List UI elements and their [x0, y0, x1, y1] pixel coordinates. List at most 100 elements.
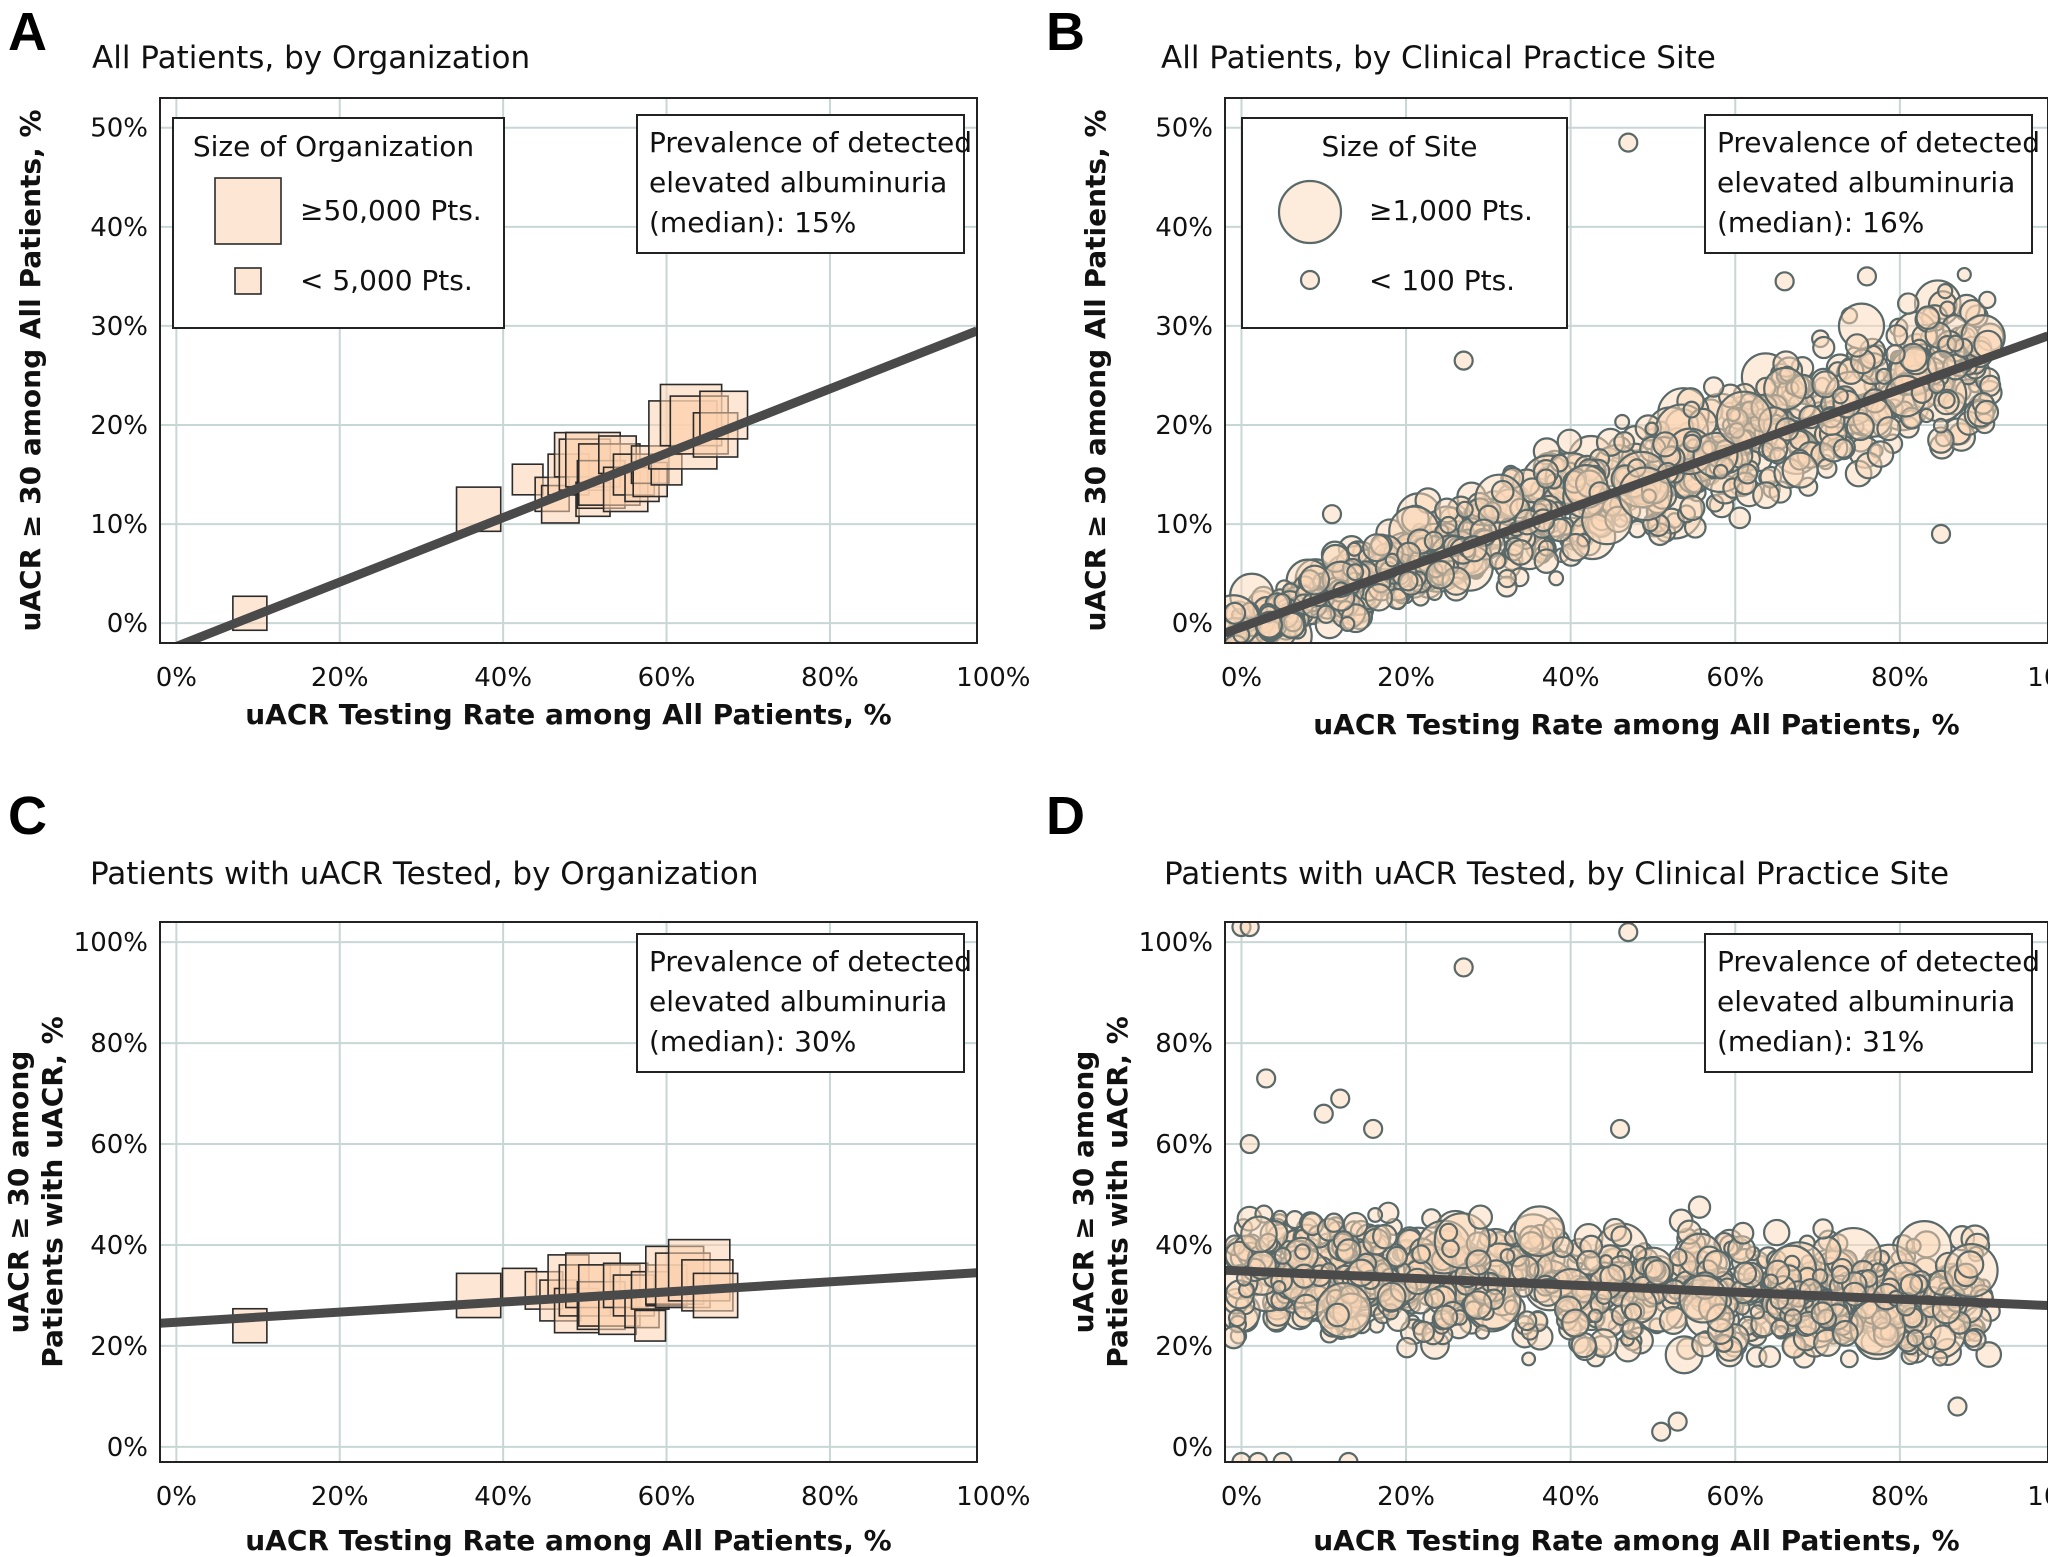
- data-point: [1866, 440, 1895, 468]
- data-point: [1921, 1335, 1937, 1351]
- data-point: [1844, 333, 1870, 358]
- x-tick-label: 20%: [1377, 1482, 1435, 1512]
- data-point: [1899, 1273, 1924, 1297]
- data-point: [1682, 400, 1701, 419]
- data-point: [1325, 1302, 1350, 1328]
- plot-frame: [1224, 97, 2048, 644]
- data-point: [1499, 1248, 1516, 1264]
- data-point: [1240, 1215, 1278, 1254]
- legend-entry: ≥50,000 Pts.: [300, 194, 482, 227]
- data-point: [1758, 1345, 1782, 1369]
- data-point: [1937, 283, 1954, 300]
- x-tick-label: 0%: [156, 1482, 197, 1512]
- data-point: [1556, 428, 1583, 455]
- y-tick-label: 40%: [1155, 213, 1213, 243]
- data-point: [1225, 1325, 1246, 1350]
- data-point: [1774, 271, 1795, 292]
- data-point: [1937, 390, 1956, 410]
- data-point: [1488, 552, 1507, 570]
- regression-line: [160, 1268, 977, 1328]
- y-tick-label: 0%: [1172, 1433, 1213, 1463]
- annotation-box: [1704, 933, 2033, 1073]
- data-point: [1763, 366, 1808, 411]
- annotation-line: Prevalence of detected: [1717, 126, 2040, 159]
- panel-c: C Patients with uACR Tested, by Organizat…: [2, 786, 1031, 1557]
- y-tick-label: 60%: [90, 1130, 148, 1160]
- data-point: [1548, 570, 1565, 587]
- data-point: [1316, 604, 1336, 624]
- annotation-line: (median): 15%: [649, 206, 856, 239]
- panel-title: All Patients, by Clinical Practice Site: [1161, 40, 1716, 76]
- annotation-box: [636, 114, 965, 254]
- plot-area: [172, 326, 977, 643]
- data-point: [1330, 1088, 1351, 1109]
- data-point: [692, 1272, 739, 1319]
- data-point: [1839, 1349, 1859, 1369]
- data-point: [1372, 1223, 1398, 1250]
- data-point: [1598, 1254, 1614, 1269]
- data-point: [1533, 548, 1560, 574]
- data-point: [1752, 481, 1780, 510]
- data-point: [1885, 324, 1909, 347]
- data-point: [1225, 601, 1247, 625]
- data-point: [1687, 1195, 1712, 1219]
- annotation-line: Prevalence of detected: [649, 126, 972, 159]
- data-point: [1362, 533, 1392, 563]
- x-axis-label: uACR Testing Rate among All Patients, %: [245, 1524, 892, 1557]
- annotation-line: elevated albuminuria: [1717, 166, 2015, 199]
- annotation-line: elevated albuminuria: [649, 166, 947, 199]
- x-tick-label: 20%: [1377, 663, 1435, 693]
- x-tick-label: 20%: [311, 663, 369, 693]
- legend-swatch-small: [234, 267, 262, 295]
- data-point: [1513, 1205, 1566, 1258]
- data-point: [1231, 1451, 1252, 1462]
- plot-area: [1225, 132, 2048, 643]
- regression-line: [172, 326, 977, 643]
- y-tick-label: 30%: [90, 312, 148, 342]
- x-tick-label: 60%: [1706, 1482, 1764, 1512]
- x-axis-label: uACR Testing Rate among All Patients, %: [1313, 1524, 1960, 1557]
- y-axis-label: uACR ≥ 30 among All Patients, %: [14, 109, 47, 631]
- median-annotation: Prevalence of detected elevated albuminur…: [636, 114, 972, 254]
- annotation-line: Prevalence of detected: [1717, 945, 2040, 978]
- y-tick-label: 20%: [1155, 1332, 1213, 1362]
- data-point: [1897, 292, 1920, 315]
- data-point: [1712, 463, 1729, 480]
- data-point: [1462, 1290, 1493, 1320]
- x-axis-label: uACR Testing Rate among All Patients, %: [1313, 708, 1960, 741]
- plot-area: [1225, 922, 2048, 1462]
- data-point: [1239, 922, 1260, 938]
- data-point: [1831, 387, 1849, 405]
- annotation-box: [636, 933, 965, 1073]
- data-point: [1299, 564, 1331, 596]
- y-tick-label: 0%: [107, 1433, 148, 1463]
- panel-a: A All Patients, by Organization 0% 20% 40% 60…: [8, 2, 1031, 731]
- legend-entry: < 100 Pts.: [1369, 264, 1515, 297]
- data-point: [1652, 431, 1679, 458]
- x-tick-label: 0%: [156, 663, 197, 693]
- data-point: [1561, 532, 1590, 562]
- y-tick-label: 40%: [90, 213, 148, 243]
- y-axis-label-line1: uACR ≥ 30 among: [1067, 1051, 1100, 1334]
- y-tick-label: 20%: [1155, 411, 1213, 441]
- data-point: [1396, 1336, 1418, 1359]
- x-tick-label: 40%: [1542, 663, 1600, 693]
- data-point: [1272, 1451, 1293, 1462]
- regression-line: [1225, 331, 2048, 638]
- data-point: [1679, 494, 1706, 522]
- annotation-line: Prevalence of detected: [649, 945, 972, 978]
- data-point: [1667, 1411, 1688, 1432]
- y-tick-label: 10%: [1155, 510, 1213, 540]
- annotation-line: (median): 16%: [1717, 206, 1924, 239]
- data-point: [1490, 479, 1515, 504]
- x-axis-label: uACR Testing Rate among All Patients, %: [245, 698, 892, 731]
- data-point: [1651, 1421, 1672, 1442]
- y-tick-label: 100%: [74, 928, 148, 958]
- data-point: [1930, 523, 1952, 545]
- data-point: [1770, 1318, 1790, 1338]
- data-point: [1731, 1221, 1755, 1245]
- x-tick-label: 60%: [1706, 663, 1764, 693]
- x-tick-label: 60%: [638, 663, 696, 693]
- panel-letter: C: [8, 786, 47, 846]
